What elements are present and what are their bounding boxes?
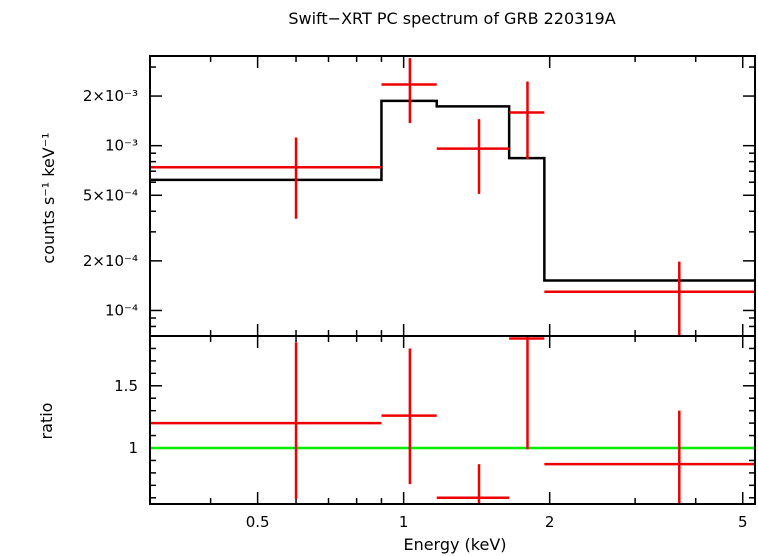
ratio-point — [544, 410, 755, 504]
bottom-panel-frame — [149, 335, 756, 505]
ratio-data-points — [150, 336, 755, 504]
y-tick-label: 1 — [128, 439, 138, 457]
ratio-point — [150, 342, 382, 500]
x-tick-label: 0.5 — [246, 513, 270, 531]
top-panel-ticks — [149, 56, 755, 337]
bottom-panel: 11.5 0.5 1 2 5 ratio Energy (keV) — [37, 335, 756, 554]
top-y-axis-label: counts s⁻¹ keV⁻¹ — [39, 132, 58, 263]
ratio-point — [509, 336, 545, 450]
top-panel: 10⁻⁴ 2×10⁻⁴ 5×10⁻⁴ 10⁻³ 2×10⁻³ counts s⁻¹ ke… — [39, 55, 756, 337]
bottom-y-axis-label: ratio — [37, 403, 56, 440]
x-tick-label: 2 — [545, 513, 555, 531]
ratio-point — [436, 464, 510, 504]
data-point — [544, 261, 755, 336]
y-tick-label: 10⁻³ — [105, 137, 138, 155]
model-step-line — [150, 99, 755, 282]
x-tick-label: 5 — [738, 513, 748, 531]
y-tick-label: 2×10⁻⁴ — [83, 252, 138, 270]
data-point — [436, 119, 510, 194]
x-tick-label: 1 — [399, 513, 409, 531]
y-tick-label: 2×10⁻³ — [83, 87, 138, 105]
y-tick-label: 10⁻⁴ — [105, 301, 138, 319]
top-panel-frame — [149, 55, 756, 337]
data-point — [509, 81, 545, 160]
y-tick-label: 1.5 — [114, 377, 138, 395]
chart-title: Swift−XRT PC spectrum of GRB 220319A — [288, 9, 615, 28]
top-y-tick-labels: 10⁻⁴ 2×10⁻⁴ 5×10⁻⁴ 10⁻³ 2×10⁻³ — [83, 87, 138, 319]
data-point — [150, 137, 382, 219]
model-step-line — [150, 99, 755, 282]
spectrum-data-points — [150, 58, 755, 336]
bottom-panel-ticks — [149, 335, 755, 504]
data-point — [381, 58, 437, 124]
x-axis-label: Energy (keV) — [403, 535, 506, 554]
x-tick-labels: 0.5 1 2 5 — [246, 513, 748, 531]
y-tick-label: 5×10⁻⁴ — [83, 186, 138, 204]
bottom-y-tick-labels: 11.5 — [114, 377, 138, 457]
ratio-point — [381, 348, 437, 485]
